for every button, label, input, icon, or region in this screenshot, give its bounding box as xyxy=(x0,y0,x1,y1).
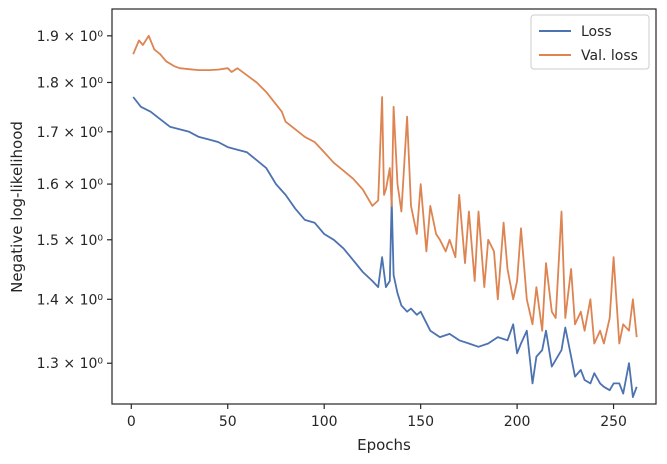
y-tick-label: 1.6 × 10⁰ xyxy=(37,177,104,193)
y-tick-label: 1.7 × 10⁰ xyxy=(37,125,104,141)
x-tick-label: 50 xyxy=(219,414,237,430)
x-tick-label: 100 xyxy=(311,414,338,430)
y-tick-label: 1.9 × 10⁰ xyxy=(37,29,104,45)
y-axis-label: Negative log-likelihood xyxy=(8,121,26,293)
y-tick-label: 1.5 × 10⁰ xyxy=(37,233,104,249)
legend: Loss Val. loss xyxy=(530,14,650,70)
plot-area xyxy=(111,8,657,405)
y-tick-label: 1.4 × 10⁰ xyxy=(37,292,104,308)
x-tick-label: 0 xyxy=(127,414,136,430)
series-line-val-loss xyxy=(132,34,638,345)
y-tick-label: 1.3 × 10⁰ xyxy=(37,356,104,372)
x-tick-label: 150 xyxy=(407,414,434,430)
legend-label-loss: Loss xyxy=(581,24,612,40)
series-line-loss xyxy=(132,96,638,399)
legend-label-val-loss: Val. loss xyxy=(581,48,638,64)
y-tick-label: 1.8 × 10⁰ xyxy=(37,75,104,91)
x-tick-label: 200 xyxy=(504,414,531,430)
x-tick-label: 250 xyxy=(600,414,627,430)
x-axis-label: Epochs xyxy=(357,436,411,454)
